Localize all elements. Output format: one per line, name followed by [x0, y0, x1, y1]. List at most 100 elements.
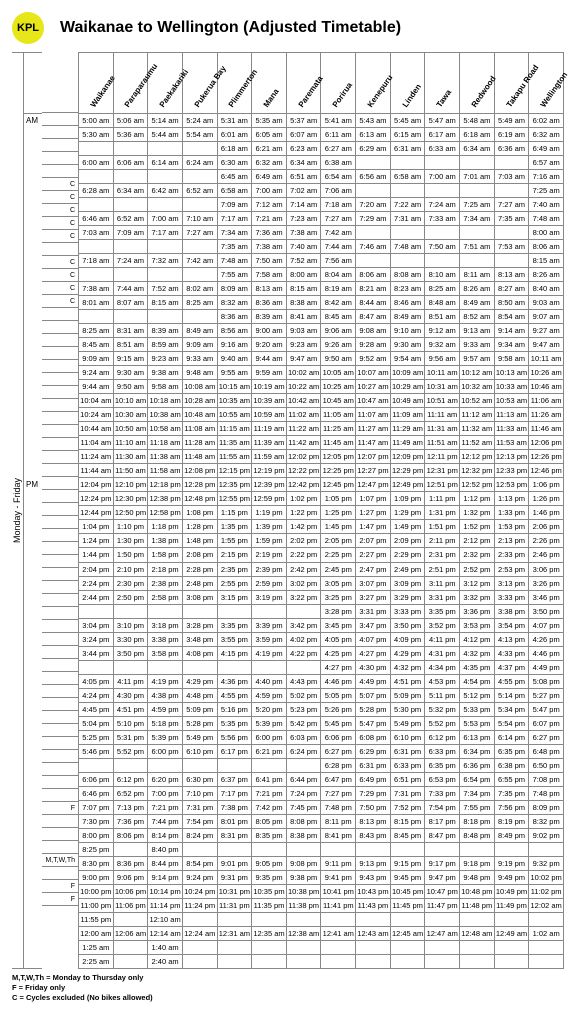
time-cell: 6:56 am — [356, 170, 391, 184]
time-cell — [529, 954, 564, 968]
ampm-label — [24, 254, 42, 268]
row-note: C — [42, 282, 78, 295]
time-cell: 4:34 pm — [425, 660, 460, 674]
row-note — [42, 698, 78, 711]
time-cell: 6:24 pm — [286, 744, 321, 758]
time-cell: 10:31 am — [425, 380, 460, 394]
table-row: 5:25 pm5:31 pm5:39 pm5:49 pm5:56 pm6:00 … — [79, 730, 564, 744]
ampm-label — [24, 506, 42, 520]
time-cell: 10:49 pm — [494, 884, 529, 898]
row-note: C — [42, 217, 78, 230]
time-cell — [425, 184, 460, 198]
time-cell — [182, 604, 217, 618]
table-row: 8:45 am8:51 am8:59 am9:09 am9:16 am9:20 … — [79, 338, 564, 352]
time-cell: 3:50 pm — [390, 618, 425, 632]
time-cell: 9:58 am — [148, 380, 183, 394]
time-cell — [252, 912, 287, 926]
time-cell: 8:38 pm — [286, 828, 321, 842]
time-cell: 4:46 pm — [321, 674, 356, 688]
time-cell: 10:12 am — [460, 366, 495, 380]
time-cell: 6:13 pm — [460, 730, 495, 744]
time-cell: 7:55 pm — [460, 800, 495, 814]
time-cell: 11:48 pm — [460, 898, 495, 912]
time-cell: 12:05 pm — [321, 450, 356, 464]
time-cell: 6:31 pm — [390, 744, 425, 758]
time-cell: 9:47 pm — [425, 870, 460, 884]
row-note — [42, 360, 78, 373]
time-cell: 6:03 pm — [286, 730, 321, 744]
time-cell: 8:54 pm — [182, 856, 217, 870]
time-cell: 2:13 pm — [494, 534, 529, 548]
time-cell: 11:04 am — [79, 436, 114, 450]
time-cell: 4:27 pm — [321, 660, 356, 674]
row-note — [42, 334, 78, 347]
ampm-label — [24, 170, 42, 184]
time-cell: 5:41 am — [321, 114, 356, 128]
time-cell: 8:25 pm — [79, 842, 114, 856]
time-cell: 4:55 pm — [217, 688, 252, 702]
time-cell: 3:52 pm — [425, 618, 460, 632]
time-cell — [113, 268, 148, 282]
time-cell: 6:27 pm — [529, 730, 564, 744]
time-cell: 7:27 am — [494, 198, 529, 212]
time-cell: 1:46 pm — [529, 506, 564, 520]
time-cell — [113, 954, 148, 968]
time-cell: 9:40 am — [217, 352, 252, 366]
time-cell: 6:32 am — [252, 156, 287, 170]
row-note — [42, 542, 78, 555]
table-row: 1:44 pm1:50 pm1:58 pm2:08 pm2:15 pm2:19 … — [79, 548, 564, 562]
table-row: 3:44 pm3:50 pm3:58 pm4:08 pm4:15 pm4:19 … — [79, 646, 564, 660]
time-cell — [148, 604, 183, 618]
time-cell: 2:07 pm — [356, 534, 391, 548]
time-cell: 4:26 pm — [529, 632, 564, 646]
time-cell — [252, 758, 287, 772]
time-cell: 6:29 am — [356, 142, 391, 156]
table-row: 12:04 pm12:10 pm12:18 pm12:28 pm12:35 pm… — [79, 478, 564, 492]
time-cell: 1:51 pm — [425, 520, 460, 534]
time-cell: 1:52 pm — [460, 520, 495, 534]
table-row: 8:25 am8:31 am8:39 am8:49 am8:56 am9:00 … — [79, 324, 564, 338]
time-cell: 9:45 pm — [390, 870, 425, 884]
time-cell: 2:11 pm — [425, 534, 460, 548]
time-cell: 11:31 am — [425, 422, 460, 436]
ampm-label — [24, 156, 42, 170]
ampm-label — [24, 954, 42, 968]
time-cell: 6:30 pm — [182, 772, 217, 786]
time-cell — [460, 156, 495, 170]
time-cell: 9:15 am — [113, 352, 148, 366]
time-cell: 1:07 pm — [356, 492, 391, 506]
time-cell: 4:02 pm — [286, 632, 321, 646]
time-cell: 7:56 pm — [494, 800, 529, 814]
time-cell: 1:47 pm — [356, 520, 391, 534]
time-cell: 2:29 pm — [390, 548, 425, 562]
time-cell: 12:45 am — [390, 926, 425, 940]
time-cell: 3:29 pm — [390, 590, 425, 604]
time-cell: 6:49 pm — [356, 772, 391, 786]
time-cell: 8:26 am — [529, 268, 564, 282]
time-cell: 5:04 pm — [79, 716, 114, 730]
time-cell: 7:00 pm — [148, 786, 183, 800]
ampm-label — [24, 884, 42, 898]
time-cell: 9:08 pm — [286, 856, 321, 870]
table-row: 3:28 pm3:31 pm3:33 pm3:35 pm3:36 pm3:38 … — [79, 604, 564, 618]
time-cell: 2:26 pm — [529, 534, 564, 548]
time-cell: 4:33 pm — [494, 646, 529, 660]
time-cell: 7:21 pm — [148, 800, 183, 814]
time-cell — [425, 156, 460, 170]
row-note — [42, 828, 78, 841]
time-cell: 8:54 am — [494, 310, 529, 324]
time-cell: 6:06 pm — [79, 772, 114, 786]
time-cell: 5:30 pm — [390, 702, 425, 716]
time-cell: 9:02 pm — [529, 828, 564, 842]
time-cell — [217, 758, 252, 772]
time-cell: 9:05 pm — [252, 856, 287, 870]
time-cell: 5:12 pm — [460, 688, 495, 702]
ampm-label — [24, 184, 42, 198]
time-cell: 7:52 pm — [390, 800, 425, 814]
time-cell: 7:12 am — [252, 198, 287, 212]
time-cell: 6:19 am — [494, 128, 529, 142]
time-cell: 2:46 pm — [529, 548, 564, 562]
time-cell: 7:55 am — [217, 268, 252, 282]
time-cell: 7:07 pm — [79, 800, 114, 814]
time-cell: 12:58 pm — [148, 506, 183, 520]
